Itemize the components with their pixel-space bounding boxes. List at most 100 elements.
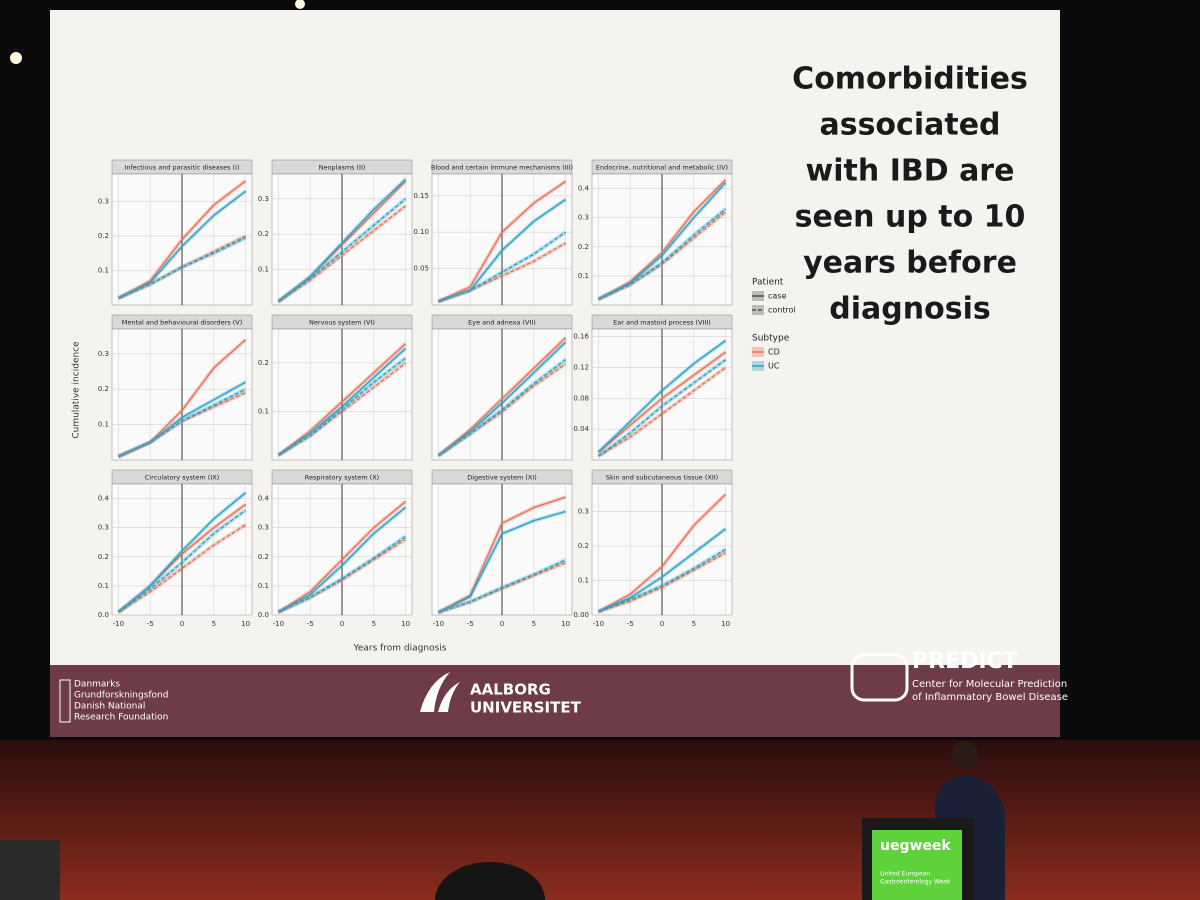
panel-desk — [0, 840, 60, 900]
y-tick-label: 0.08 — [573, 394, 589, 402]
panel: Circulatory system (IX) -10 -5 0 5 10 0.0 0.1 0.… — [98, 469, 253, 628]
x-tick-label: -10 — [113, 620, 124, 628]
y-tick-label: 0.4 — [258, 495, 270, 503]
x-tick-label: 5 — [212, 620, 216, 628]
headline-line: associated — [819, 108, 1000, 143]
series-line — [438, 510, 566, 614]
y-tick-label: 0.1 — [578, 577, 589, 585]
y-tick-label: 0.1 — [98, 421, 109, 429]
panel-title: Infectious and parasitic diseases (I) — [124, 164, 239, 172]
panel: Digestive system (XI) -10 -5 0 5 10 — [431, 469, 573, 628]
series-line — [437, 337, 567, 457]
series-line — [437, 341, 567, 457]
series-line — [118, 381, 246, 458]
series-line — [438, 559, 566, 614]
series-line — [277, 343, 407, 456]
panel: Endocrine, nutritional and metabolic (IV… — [578, 159, 733, 306]
y-tick-label: 0.3 — [258, 524, 269, 532]
panel-title: Digestive system (XI) — [467, 474, 537, 482]
x-tick-label: -10 — [593, 620, 604, 628]
podium-text: Gastroenterology Week — [880, 879, 951, 886]
panel: Nervous system (VI) 0.1 0.2 — [258, 314, 413, 461]
series-line — [118, 237, 246, 299]
podium-text: United European — [880, 871, 930, 878]
headline: Comorbidities associated with IBD are seen … — [792, 62, 1028, 327]
aau-mark — [420, 672, 460, 712]
panel-title: Circulatory system (IX) — [145, 474, 219, 482]
series-line — [117, 492, 247, 613]
series-line — [598, 548, 726, 613]
y-tick-label: 0.3 — [258, 195, 269, 203]
x-tick-label: 5 — [372, 620, 376, 628]
y-tick-label: 0.1 — [258, 266, 269, 274]
predict-subtitle: of Inflammatory Bowel Disease — [912, 692, 1068, 703]
headline-line: seen up to 10 — [795, 200, 1026, 235]
y-tick-label: 0.2 — [258, 230, 269, 238]
series-line — [118, 524, 246, 613]
podium-screen — [872, 830, 962, 900]
panel-title: Ear and mastoid process (VIII) — [613, 319, 711, 327]
y-tick-label: 0.10 — [413, 228, 429, 236]
series-line — [278, 535, 406, 613]
panel-title: Blood and certain immune mechanisms (III… — [431, 164, 573, 172]
series-line — [278, 506, 407, 613]
panel-title: Endocrine, nutritional and metabolic (IV… — [596, 164, 728, 172]
series-line — [278, 205, 407, 303]
panel-title: Neoplasms (II) — [319, 164, 366, 172]
y-tick-label: 0.12 — [573, 364, 589, 372]
y-tick-label: 0.2 — [578, 243, 589, 251]
dnrf-text: Danmarks — [74, 680, 120, 690]
audience-head — [435, 862, 545, 900]
y-tick-label: 0.16 — [573, 333, 589, 341]
dnrf-text: Grundforskningsfond — [74, 691, 168, 701]
x-tick-label: 0 — [660, 620, 664, 628]
y-tick-label: 0.0 — [98, 611, 109, 619]
headline-line: Comorbidities — [792, 62, 1028, 97]
headline-line: with IBD are — [806, 154, 1015, 189]
light — [295, 0, 305, 9]
legend-label: UC — [768, 362, 780, 371]
series-line — [277, 198, 407, 303]
series-line — [118, 388, 246, 458]
panel: Respiratory system (X) -10 -5 0 5 10 0.0 0.1 0.2… — [258, 469, 413, 628]
series-line — [438, 561, 566, 614]
series-band — [437, 230, 567, 304]
panel: Mental and behavioural disorders (V) 0.1 0… — [98, 314, 253, 461]
series-line — [598, 182, 727, 300]
audience — [0, 840, 545, 900]
y-tick-label: 0.15 — [413, 192, 429, 200]
x-tick-label: -5 — [627, 620, 634, 628]
x-tick-label: 0 — [340, 620, 344, 628]
aau-name: AALBORG — [470, 681, 551, 699]
series-line — [597, 340, 727, 453]
y-tick-label: 0.2 — [98, 385, 109, 393]
x-tick-label: 5 — [532, 620, 536, 628]
y-tick-label: 0.4 — [98, 495, 110, 503]
y-tick-label: 0.4 — [578, 185, 590, 193]
series-line — [598, 211, 727, 300]
chart-grid: Infectious and parasitic diseases (I) 0.1… — [98, 159, 733, 628]
dnrf-mark — [59, 679, 71, 723]
legend-label: CD — [768, 348, 780, 357]
panel: Skin and subcutaneous tissue (XII) -10 -5 0… — [573, 469, 733, 628]
series-line — [438, 359, 567, 457]
series-line — [117, 509, 247, 613]
light — [10, 52, 22, 64]
y-tick-label: 0.3 — [98, 350, 109, 358]
panel: Neoplasms (II) 0.1 0.2 0.3 — [258, 159, 413, 306]
predict-mark — [850, 653, 909, 702]
y-tick-label: 0.1 — [258, 407, 269, 415]
legend-title: Subtype — [752, 334, 790, 344]
panel-title: Nervous system (VI) — [309, 319, 375, 327]
series-line — [118, 180, 247, 299]
y-tick-label: 0.05 — [413, 265, 429, 273]
series-line — [438, 198, 566, 303]
y-tick-label: 0.2 — [258, 553, 269, 561]
x-tick-label: 10 — [561, 620, 570, 628]
y-tick-label: 0.2 — [98, 553, 109, 561]
x-tick-label: 0 — [180, 620, 184, 628]
y-tick-label: 0.1 — [98, 267, 109, 275]
series-line — [278, 357, 407, 456]
curtain — [0, 740, 1200, 900]
